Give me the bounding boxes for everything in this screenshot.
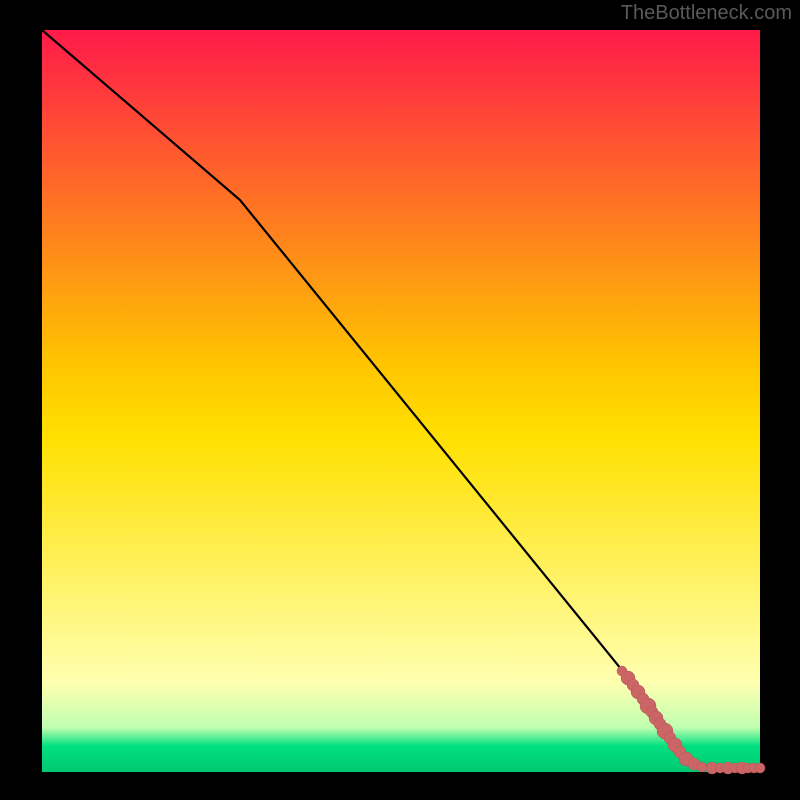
marker-point [755, 763, 765, 773]
marker-point [697, 762, 707, 772]
marker-group [617, 666, 765, 774]
chart-svg [0, 0, 800, 800]
curve-line [42, 30, 760, 770]
